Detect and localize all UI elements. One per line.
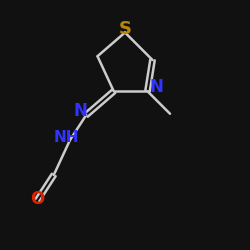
Text: S: S [118, 20, 132, 38]
Text: N: N [149, 78, 163, 96]
Text: N: N [73, 102, 87, 120]
Text: NH: NH [54, 130, 79, 145]
Text: O: O [30, 190, 44, 208]
